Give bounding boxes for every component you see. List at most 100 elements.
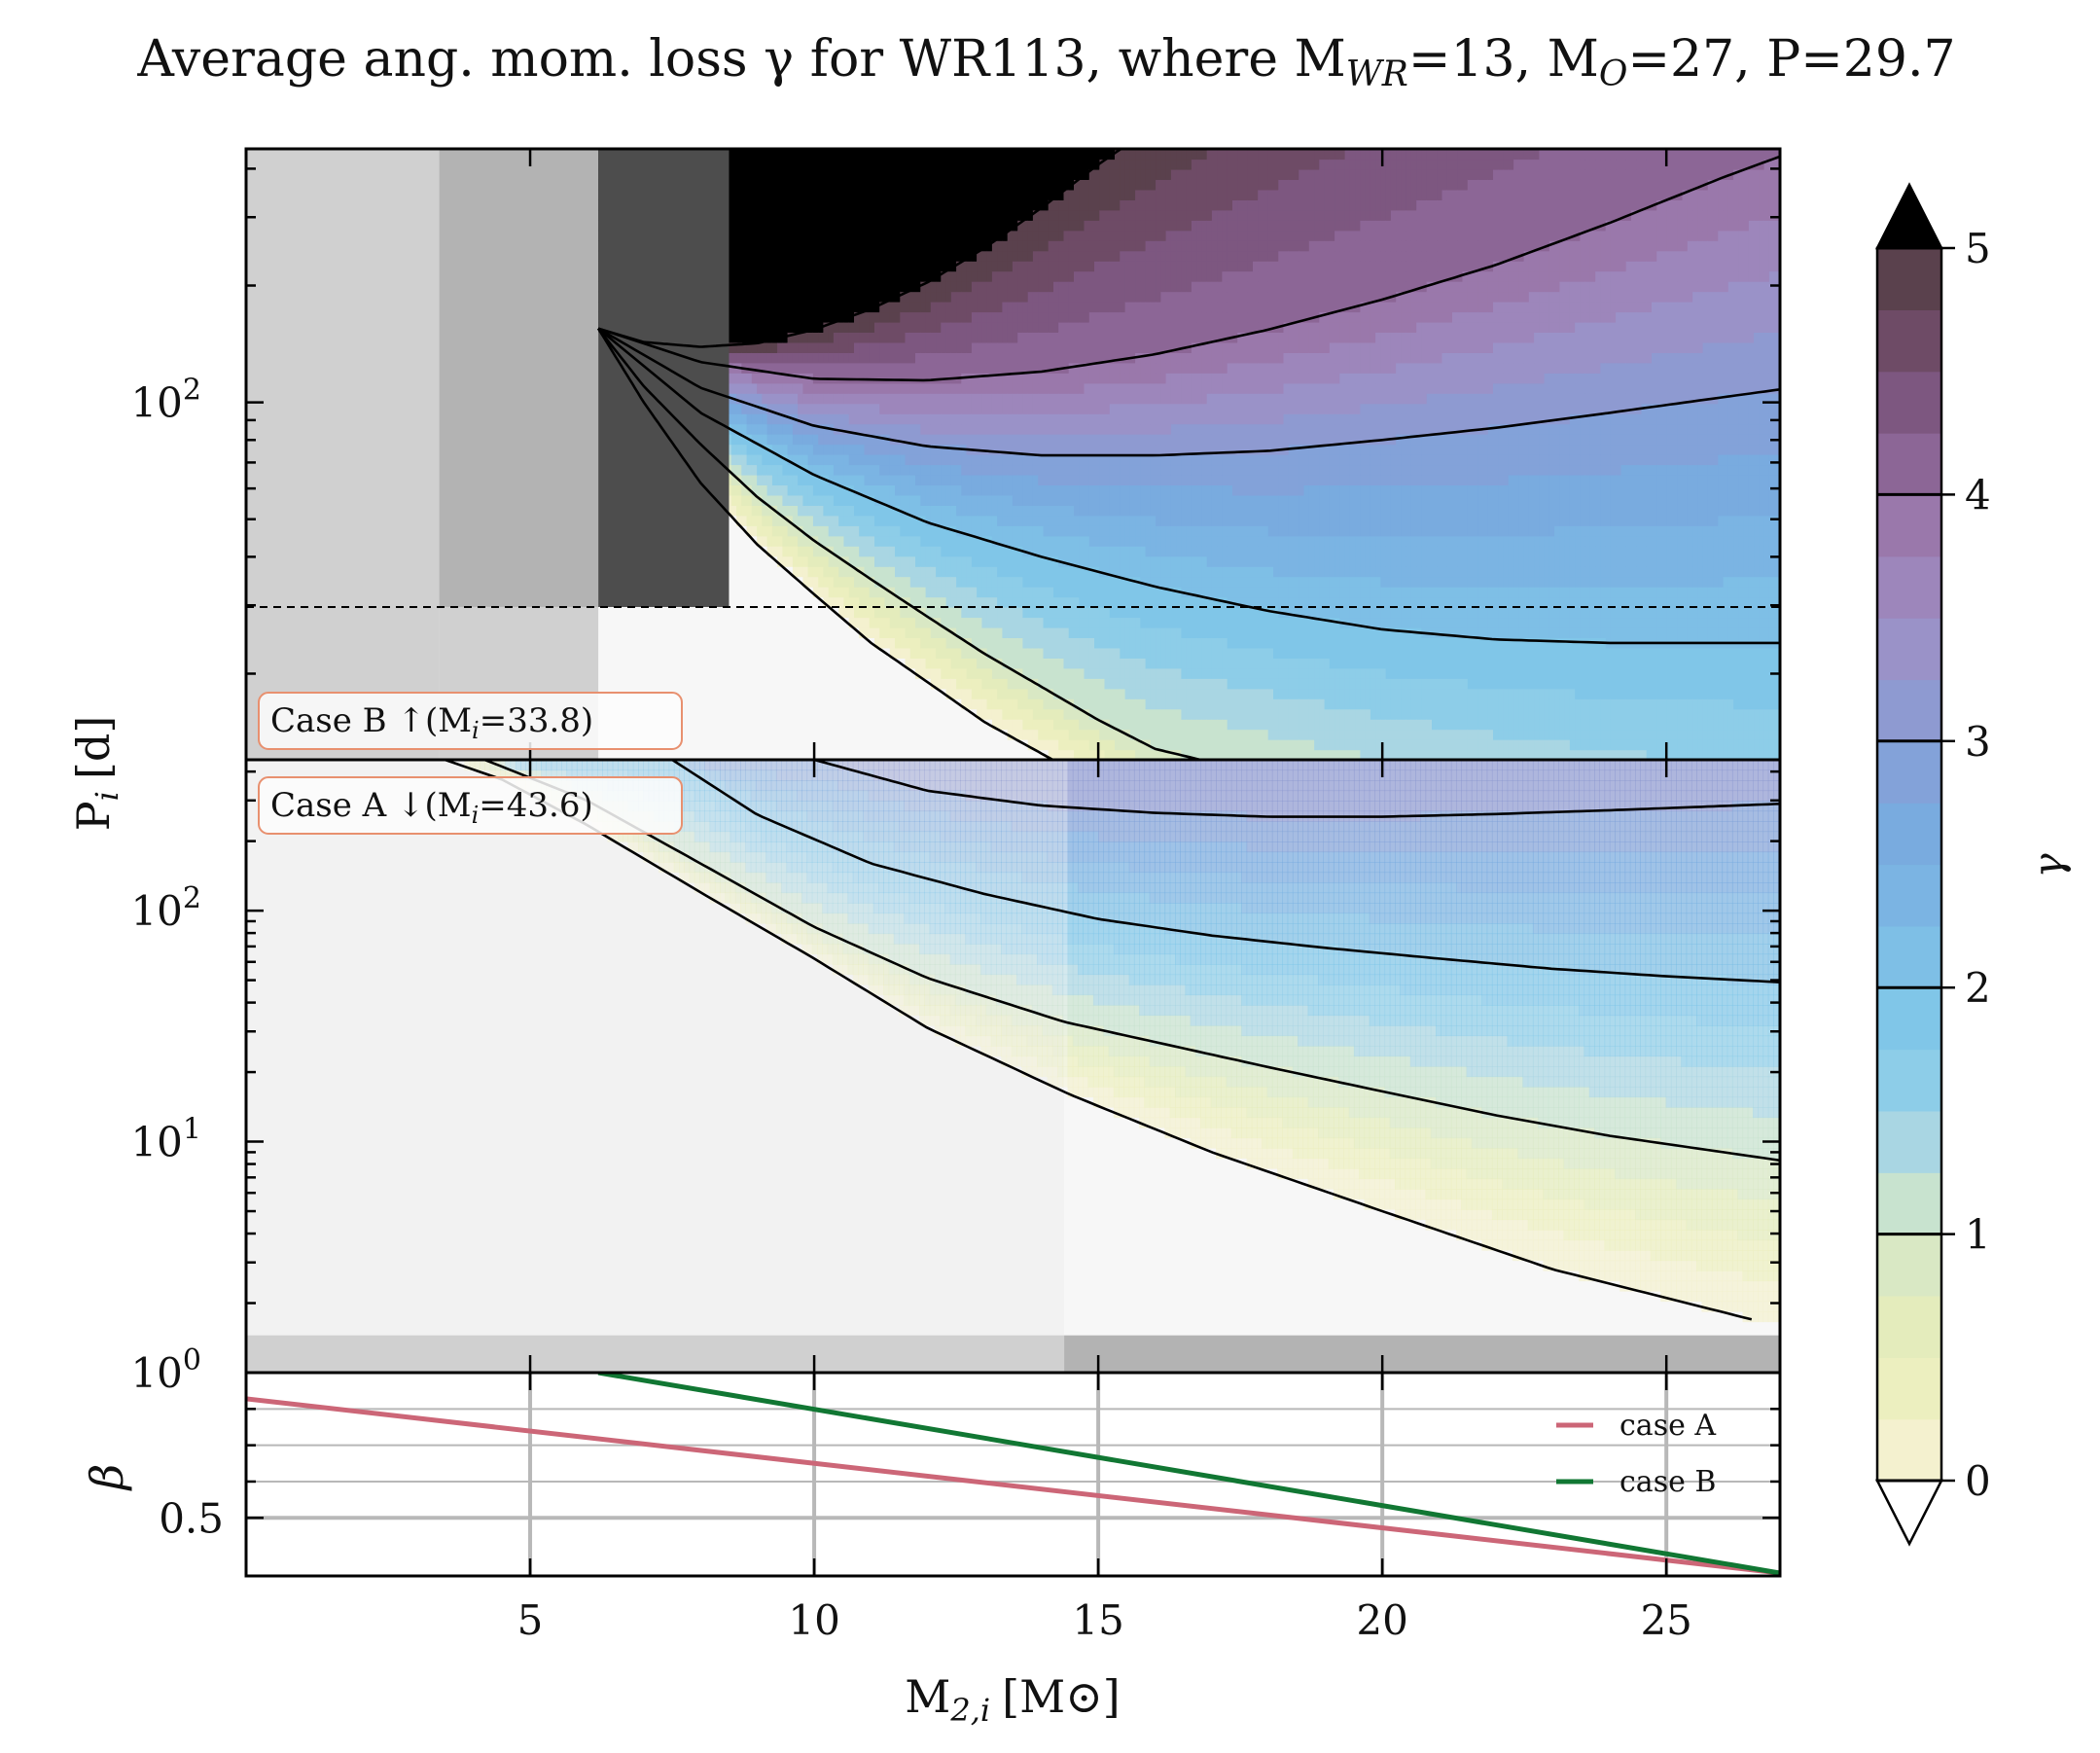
gamma-fill-cell [1038,352,1045,364]
gamma-fill-cell [1084,311,1090,323]
gamma-fill-cell [777,209,783,221]
gamma-fill-cell [905,230,911,241]
gamma-fill-cell [1007,474,1014,485]
gamma-fill-cell [986,403,993,414]
gamma-fill-cell [1135,270,1141,282]
gamma-fill-cell [925,149,932,161]
gamma-fill-cell [859,168,866,180]
gamma-fill-cell [971,434,978,446]
gamma-fill-cell [889,413,896,425]
gamma-fill-cell [869,199,875,211]
gamma-fill-cell [1150,607,1157,619]
gamma-fill-cell [818,302,825,313]
gamma-fill-cell [1068,576,1075,588]
gamma-fill-cell [1063,291,1070,303]
gamma-fill-cell [971,382,978,394]
gamma-fill-cell [936,535,942,547]
gamma-fill-cell [991,596,998,608]
gamma-fill-cell [977,555,982,567]
gamma-fill-cell [1002,332,1009,343]
gamma-fill-cell [956,199,962,211]
gamma-fill-cell [1145,321,1152,333]
gamma-fill-cell [945,199,952,211]
gamma-fill-cell [1084,637,1090,649]
gamma-fill-cell [997,474,1003,485]
gamma-fill-cell [1140,179,1147,191]
gamma-fill-cell [1027,240,1034,252]
gamma-fill-cell [1088,454,1095,466]
gamma-fill-cell [782,403,789,414]
gamma-fill-cell [1084,413,1090,425]
gamma-fill-cell [807,352,814,364]
gamma-fill-cell [818,149,825,161]
gamma-fill-cell [950,362,957,374]
gamma-fill-cell [1063,270,1070,282]
gamma-fill-cell [1104,362,1111,374]
gamma-fill-cell [1007,647,1014,659]
gamma-fill-cell [874,555,880,567]
gamma-fill-cell [874,393,880,405]
gamma-fill-cell [864,607,871,619]
gamma-fill-cell [1002,566,1009,578]
gamma-fill-cell [895,555,901,567]
gamma-fill-cell [961,189,968,200]
gamma-fill-cell [730,281,737,293]
gamma-fill-cell [977,484,982,496]
gamma-fill-cell [879,607,886,619]
gamma-fill-cell [1115,444,1121,455]
gamma-fill-cell [1140,535,1147,547]
gamma-fill-cell [798,149,803,161]
gamma-fill-cell [802,311,809,323]
gamma-fill-cell [1017,494,1024,506]
gamma-fill-cell [884,302,891,313]
gamma-fill-cell [1022,230,1029,241]
gamma-fill-cell [1063,658,1070,669]
gamma-fill-cell [757,159,763,170]
gamma-fill-cell [941,189,947,200]
gamma-fill-cell [746,311,753,323]
gamma-fill-cell [771,444,778,455]
gamma-fill-cell [771,199,778,211]
gamma-fill-cell [730,250,737,262]
gamma-fill-cell [854,209,860,221]
gamma-fill-cell [1140,444,1147,455]
gamma-fill-cell [766,311,773,323]
gamma-fill-cell [1007,698,1014,710]
gamma-fill-cell [1043,149,1050,161]
gamma-fill-cell [1048,311,1054,323]
gamma-fill-cell [1053,240,1059,252]
gamma-fill-cell [981,240,988,252]
gamma-fill-cell [828,189,835,200]
gamma-fill-cell [1079,729,1086,740]
gamma-fill-cell [1068,321,1075,333]
gamma-fill-cell [823,230,830,241]
gamma-fill-cell [986,444,993,455]
gamma-fill-cell [757,199,763,211]
gamma-fill-cell [905,291,911,303]
gamma-fill-cell [854,454,860,466]
gamma-fill-cell [798,189,803,200]
gamma-fill-cell [787,179,794,191]
gamma-fill-cell [1068,434,1075,446]
gamma-fill-cell [1150,535,1157,547]
gamma-fill-cell [1084,587,1090,598]
gamma-fill-cell [833,587,839,598]
gamma-fill-cell [991,505,998,517]
gamma-fill-cell [1002,362,1009,374]
gamma-fill-cell [936,220,942,232]
gamma-fill-cell [1124,423,1131,435]
gamma-fill-cell [1079,617,1086,628]
gamma-fill-cell [1017,587,1024,598]
gamma-fill-cell [833,403,839,414]
gamma-fill-cell [915,250,921,262]
gamma-fill-cell [782,281,789,293]
gamma-fill-cell [1053,403,1059,414]
gamma-fill-cell [966,220,973,232]
gamma-fill-cell [807,311,814,323]
gamma-fill-cell [1063,667,1070,679]
gamma-fill-cell [977,270,982,282]
gamma-fill-cell [874,281,880,293]
gamma-fill-cell [1074,464,1080,476]
gamma-fill-cell [864,311,871,323]
gamma-fill-cell [1027,373,1034,384]
